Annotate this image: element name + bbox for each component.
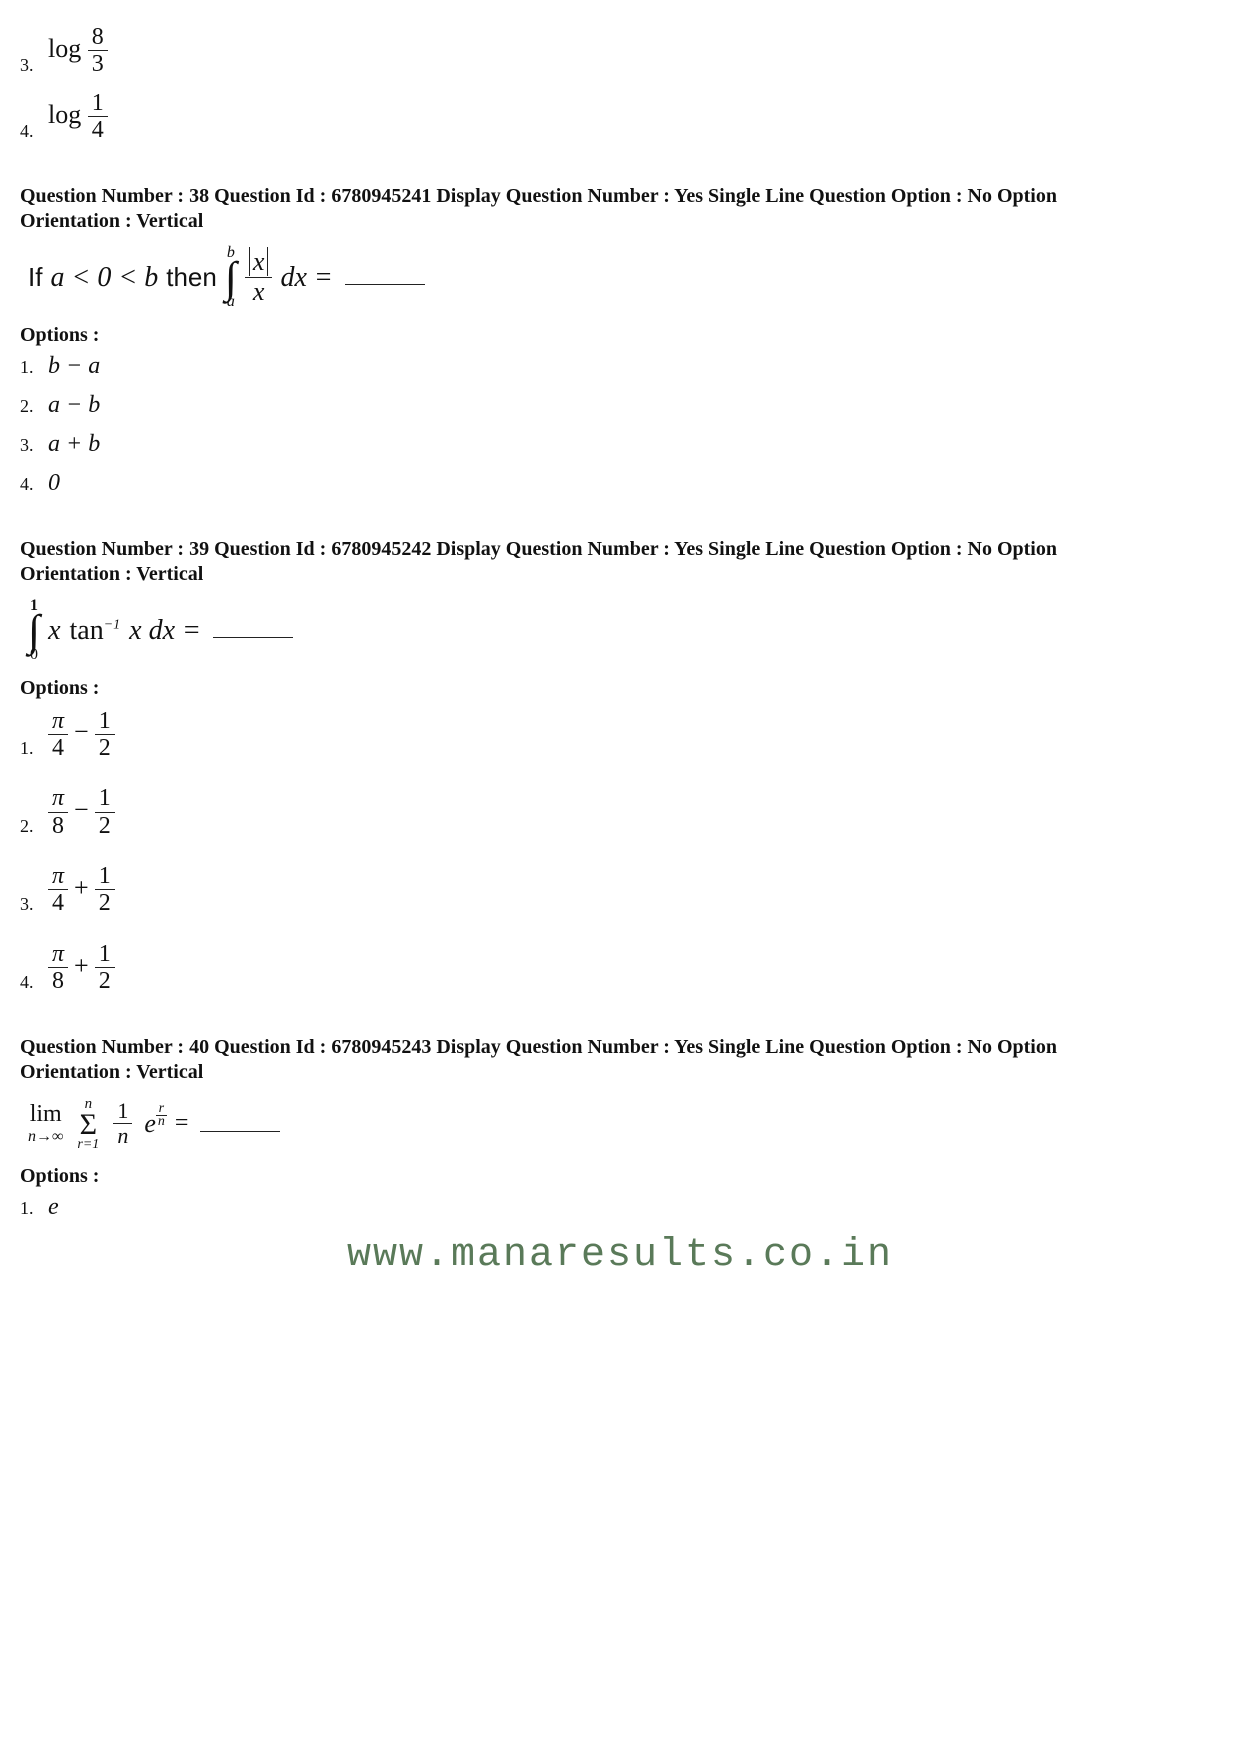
answer-blank bbox=[213, 623, 293, 639]
option-expr: log 8 3 bbox=[48, 24, 108, 78]
question-meta-40: Question Number : 40 Question Id : 67809… bbox=[20, 1035, 1140, 1085]
options-list-38: 1.b − a2.a − b3.a + b4.0 bbox=[20, 353, 1220, 497]
sum-icon: n Σ r=1 bbox=[77, 1097, 99, 1152]
option-row[interactable]: 4. π8+12 bbox=[20, 941, 1220, 995]
answer-blank bbox=[345, 270, 425, 286]
option-number: 1. bbox=[20, 357, 38, 380]
option-number: 4. bbox=[20, 972, 38, 995]
options-label: Options : bbox=[20, 677, 1220, 700]
integrand: x tan−1 x dx = bbox=[48, 615, 201, 647]
options-list-40: 1. e bbox=[20, 1194, 1220, 1221]
option-number: 3. bbox=[20, 55, 38, 78]
options-list-39: 1. π4−12 2. π8−12 3. π4+12 4. π8+12 bbox=[20, 708, 1220, 995]
option-number: 3. bbox=[20, 894, 38, 917]
prev-option-4: 4. log 1 4 bbox=[20, 90, 1220, 144]
prev-option-3: 3. log 8 3 bbox=[20, 24, 1220, 78]
option-row[interactable]: 1. π4−12 bbox=[20, 708, 1220, 762]
option-row[interactable]: 2. π8−12 bbox=[20, 785, 1220, 839]
question-meta-39: Question Number : 39 Question Id : 67809… bbox=[20, 537, 1140, 587]
if-text: If bbox=[28, 262, 42, 293]
option-row[interactable]: 3. a + b bbox=[20, 431, 1220, 458]
limit-icon: lim n→∞ bbox=[28, 1101, 63, 1146]
option-number: 3. bbox=[20, 435, 38, 458]
question-statement-39: 1 ∫ 0 x tan−1 x dx = bbox=[28, 599, 1220, 663]
option-expr: π8+12 bbox=[48, 941, 115, 995]
option-number: 1. bbox=[20, 1198, 38, 1221]
option-expr: b − a bbox=[48, 353, 100, 380]
exponent-fraction: rn bbox=[156, 1103, 167, 1129]
option-number: 2. bbox=[20, 396, 38, 419]
integral-icon: 1 ∫ 0 bbox=[28, 599, 40, 663]
equals: = bbox=[175, 1110, 189, 1137]
answer-blank bbox=[200, 1116, 280, 1132]
option-number: 1. bbox=[20, 738, 38, 761]
options-label: Options : bbox=[20, 324, 1220, 347]
option-expr: e bbox=[48, 1194, 59, 1221]
option-expr: a + b bbox=[48, 431, 100, 458]
option-expr: π8−12 bbox=[48, 785, 115, 839]
condition: a < 0 < b bbox=[50, 262, 158, 294]
watermark-text: www.manaresults.co.in bbox=[20, 1233, 1220, 1278]
option-row[interactable]: 2. a − b bbox=[20, 392, 1220, 419]
question-statement-40: lim n→∞ n Σ r=1 1 n ern = bbox=[28, 1097, 1220, 1152]
e-term: ern bbox=[144, 1109, 167, 1139]
option-row[interactable]: 1. e bbox=[20, 1194, 1220, 1221]
options-label: Options : bbox=[20, 1165, 1220, 1188]
integral-icon: b ∫ a bbox=[225, 246, 237, 310]
option-row[interactable]: 3. π4+12 bbox=[20, 863, 1220, 917]
option-expr: π4+12 bbox=[48, 863, 115, 917]
option-expr: 0 bbox=[48, 470, 60, 497]
option-number: 2. bbox=[20, 816, 38, 839]
dx-equals: dx = bbox=[280, 262, 332, 294]
term-1-over-n: 1 n bbox=[113, 1099, 132, 1148]
option-expr: log 1 4 bbox=[48, 90, 108, 144]
option-expr: a − b bbox=[48, 392, 100, 419]
question-meta-38: Question Number : 38 Question Id : 67809… bbox=[20, 184, 1140, 234]
option-number: 4. bbox=[20, 121, 38, 144]
option-row[interactable]: 4.0 bbox=[20, 470, 1220, 497]
then-text: then bbox=[166, 262, 217, 293]
option-expr: π4−12 bbox=[48, 708, 115, 762]
integrand-fraction: x x bbox=[245, 248, 273, 306]
option-row[interactable]: 1. b − a bbox=[20, 353, 1220, 380]
question-statement-38: If a < 0 < b then b ∫ a x x dx = bbox=[28, 246, 1220, 310]
option-number: 4. bbox=[20, 474, 38, 497]
